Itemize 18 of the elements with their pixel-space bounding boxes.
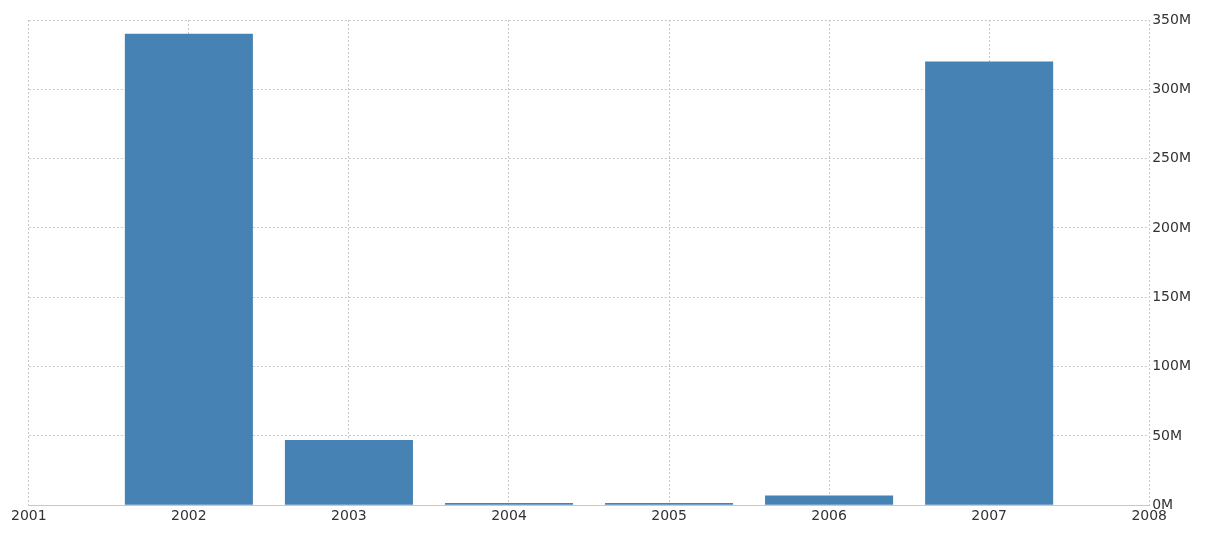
y-tick-label: 150M bbox=[1152, 287, 1192, 304]
bar bbox=[925, 61, 1054, 505]
y-tick-label: 350M bbox=[1152, 10, 1192, 27]
x-tick-label: 2004 bbox=[491, 507, 527, 524]
y-tick-label: 200M bbox=[1152, 218, 1192, 235]
y-tick-label: 50M bbox=[1152, 426, 1183, 443]
x-tick-label: 2007 bbox=[971, 507, 1007, 524]
y-tick-label: 250M bbox=[1152, 149, 1192, 166]
x-tick-label: 2003 bbox=[331, 507, 367, 524]
bar bbox=[124, 33, 253, 505]
bar bbox=[765, 495, 894, 505]
y-tick-label: 300M bbox=[1152, 79, 1192, 96]
y-tick-label: 100M bbox=[1152, 357, 1192, 374]
x-tick-label: 2006 bbox=[811, 507, 847, 524]
x-tick-label: 2002 bbox=[171, 507, 207, 524]
x-tick-label: 2001 bbox=[10, 507, 47, 524]
bar bbox=[284, 440, 413, 505]
x-tick-label: 2005 bbox=[651, 507, 687, 524]
